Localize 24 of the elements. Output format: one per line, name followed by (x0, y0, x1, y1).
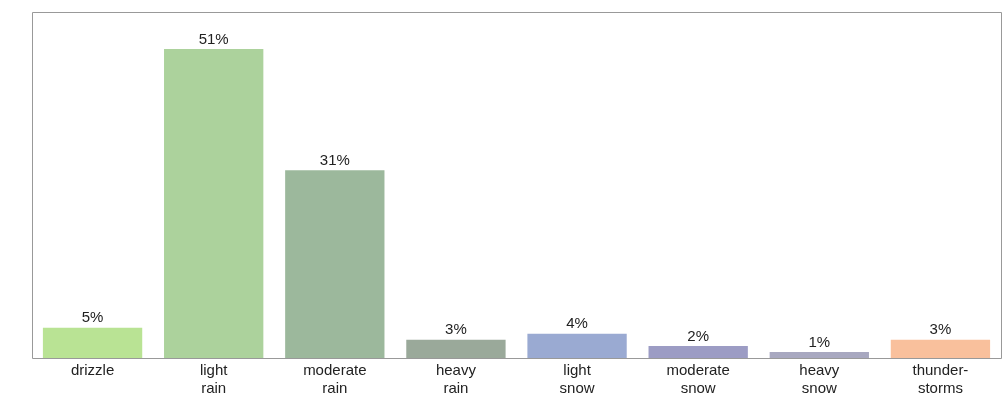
bar (527, 333, 627, 358)
bar (406, 339, 506, 358)
x-tick-label: thunder-storms (912, 361, 969, 397)
x-tick-label: heavy rain (435, 361, 477, 397)
bar (890, 339, 991, 358)
data-label: 4% (566, 314, 588, 332)
x-tick-label: light rain (199, 361, 229, 397)
x-tick-label: light snow (559, 361, 595, 397)
bar (285, 170, 385, 358)
data-label: 2% (687, 326, 710, 344)
bar (648, 345, 748, 358)
x-tick-label: moderate snow (666, 361, 730, 397)
data-label: 5% (81, 308, 104, 326)
x-tick-label: heavy snow (799, 361, 840, 397)
bar (769, 351, 869, 358)
x-tick-label: drizzle (70, 361, 115, 379)
data-label: 3% (445, 320, 467, 338)
data-label: 51% (198, 29, 229, 47)
x-tick-label: moderate rain (303, 361, 367, 397)
bar (42, 327, 143, 358)
bar (164, 49, 264, 358)
data-label: 3% (929, 320, 952, 338)
data-label: 31% (319, 150, 350, 168)
data-label: 1% (808, 332, 831, 350)
